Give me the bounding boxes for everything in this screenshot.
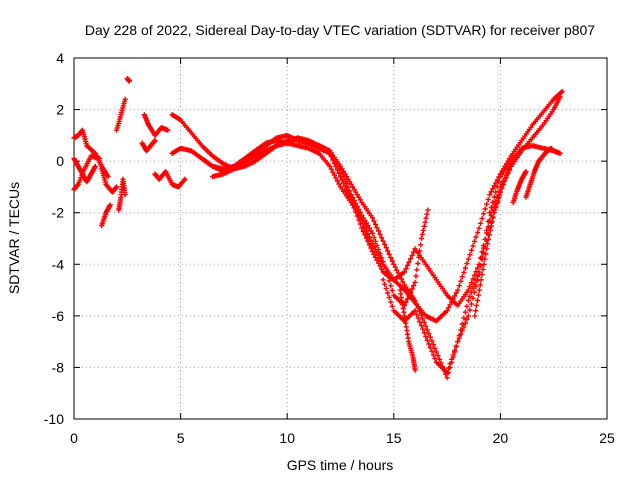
chart-title: Day 228 of 2022, Sidereal Day-to-day VTE…: [85, 22, 595, 38]
x-tick-label: 15: [386, 430, 402, 446]
series-track-3: [71, 153, 103, 193]
series-track-10: [139, 137, 158, 154]
series-track-8: [124, 76, 132, 84]
x-tick-label: 25: [599, 430, 615, 446]
x-axis-label: GPS time / hours: [287, 457, 394, 473]
x-tick-label: 0: [70, 430, 78, 446]
series-track-21: [523, 145, 555, 200]
plot-frame: [73, 57, 608, 420]
y-axis-label: SDTVAR / TECUs: [6, 182, 22, 294]
series-track-9: [141, 112, 171, 138]
y-tick-label: -10: [44, 411, 64, 427]
y-tick-label: -2: [52, 205, 65, 221]
series-track-19: [472, 189, 503, 319]
x-tick-label: 10: [279, 430, 295, 446]
y-tick-label: -4: [52, 256, 65, 272]
series-track-6: [116, 176, 128, 213]
y-tick-label: 0: [56, 153, 64, 169]
x-tick-label: 5: [177, 430, 185, 446]
series-track-16: [327, 94, 563, 309]
series-track-7: [114, 96, 128, 133]
y-tick-label: 2: [56, 102, 64, 118]
series-track-20: [510, 168, 529, 205]
x-tick-label: 20: [493, 430, 509, 446]
grid-lines: [74, 58, 607, 419]
series-track-18: [397, 287, 418, 373]
data-series: [71, 76, 565, 381]
series-track-4: [99, 202, 113, 229]
axis-ticks: [73, 57, 608, 420]
series-track-5: [99, 166, 120, 195]
y-tick-label: -8: [52, 359, 65, 375]
axis-tick-labels: 0 5 10 15 20 25 -10 -8 -6 -4 -2 0 2 4: [44, 50, 615, 446]
series-track-15: [210, 135, 525, 381]
y-tick-label: -6: [52, 308, 65, 324]
series-track-11: [152, 168, 188, 190]
y-tick-label: 4: [56, 50, 64, 66]
